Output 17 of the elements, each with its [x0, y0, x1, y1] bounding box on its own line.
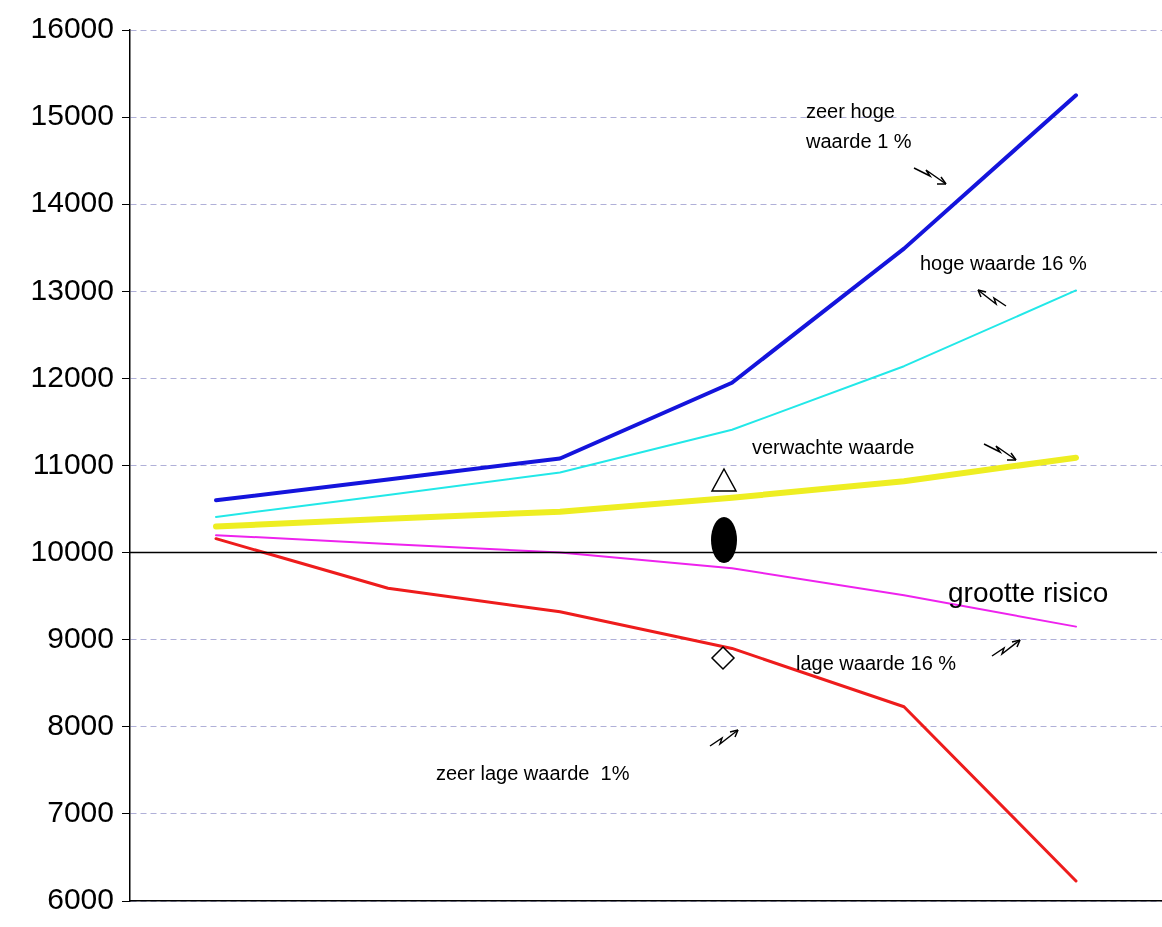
y-tick-label: 10000	[30, 533, 114, 567]
y-tick-label: 12000	[30, 359, 114, 393]
y-tick-label: 6000	[47, 882, 114, 916]
y-tick-label: 13000	[30, 272, 114, 306]
y-tick-label: 7000	[47, 795, 114, 829]
annotation: verwachte waarde	[752, 435, 915, 460]
annotation: hoge waarde 16 %	[920, 251, 1087, 276]
annotation: grootte risico	[948, 577, 1109, 608]
y-tick-label: 11000	[32, 446, 114, 480]
y-tick-label: 15000	[30, 98, 114, 132]
y-tick-label: 9000	[47, 620, 114, 654]
y-tick-label: 16000	[30, 11, 114, 45]
y-tick-label: 8000	[47, 708, 114, 742]
annotation: zeer hoge waarde 1 %	[806, 99, 912, 154]
annotation: zeer lage waarde 1%	[436, 761, 630, 786]
annotation: lage waarde 16 %	[796, 651, 957, 676]
y-tick-label: 14000	[30, 185, 114, 219]
